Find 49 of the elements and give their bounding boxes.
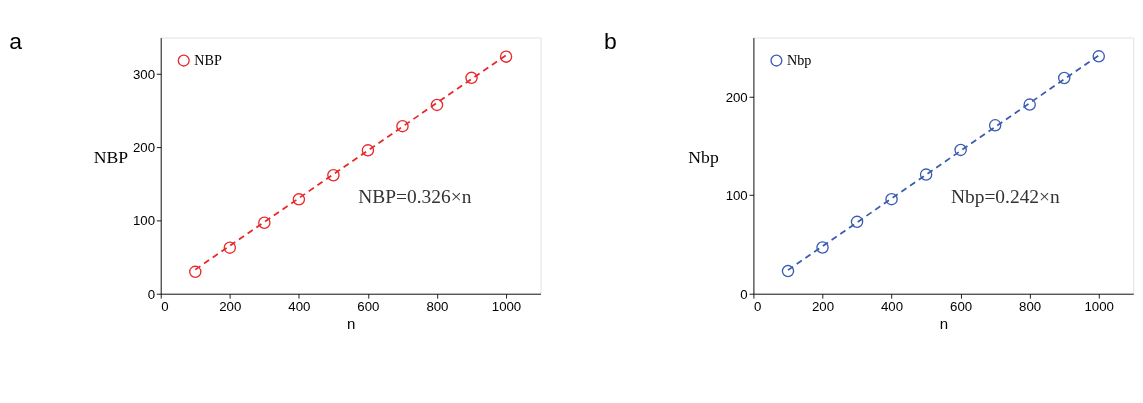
y-axis-title: NBP [93, 146, 129, 167]
x-tick-label: 200 [811, 299, 835, 314]
point [1023, 98, 1036, 111]
y-tick-label: 300 [132, 67, 156, 83]
y-tick-label: 100 [132, 213, 156, 229]
point [258, 216, 271, 230]
x-tick-label: 800 [426, 299, 449, 314]
point [430, 98, 444, 112]
y-tick-label: 0 [740, 286, 748, 302]
x-axis-title: n [346, 314, 356, 332]
legend-label: NBP [194, 51, 222, 68]
x-tick-label: 1000 [1084, 299, 1114, 314]
x-axis-title: n [939, 314, 948, 332]
x-tick-label: 0 [161, 299, 169, 314]
x-tick-label: 200 [219, 299, 242, 314]
x-tick-label: 800 [1019, 299, 1042, 314]
legend-label: Nbp [787, 51, 812, 68]
chart-title: b [603, 28, 617, 55]
point [885, 192, 898, 206]
annotation: Nbp=0.242×n [950, 185, 1061, 207]
point [954, 143, 967, 157]
y-tick-label: 200 [132, 140, 156, 156]
point [396, 119, 409, 133]
x-tick-label: 400 [288, 299, 311, 314]
point [1092, 50, 1105, 63]
y-tick-label: 100 [725, 188, 748, 204]
point [816, 241, 829, 254]
x-tick-label: 600 [950, 299, 973, 314]
point [223, 241, 237, 254]
x-tick-label: 0 [753, 299, 762, 314]
point [327, 168, 340, 182]
point [189, 265, 202, 279]
x-tick-label: 400 [880, 299, 904, 314]
x-tick-label: 1000 [491, 299, 522, 314]
point [1057, 71, 1071, 85]
annotation: NBP=0.326×n [358, 185, 472, 207]
point [292, 193, 306, 206]
point [850, 215, 864, 229]
x-tick-label: 600 [357, 299, 380, 314]
y-axis-title: Nbp [688, 146, 719, 167]
point [988, 119, 1002, 132]
point [465, 71, 478, 85]
point [361, 144, 375, 157]
point [499, 50, 513, 63]
point [781, 264, 795, 278]
point [919, 168, 933, 181]
y-tick-label: 200 [725, 89, 748, 105]
chart-title: a [9, 28, 23, 55]
y-tick-label: 0 [147, 286, 156, 302]
